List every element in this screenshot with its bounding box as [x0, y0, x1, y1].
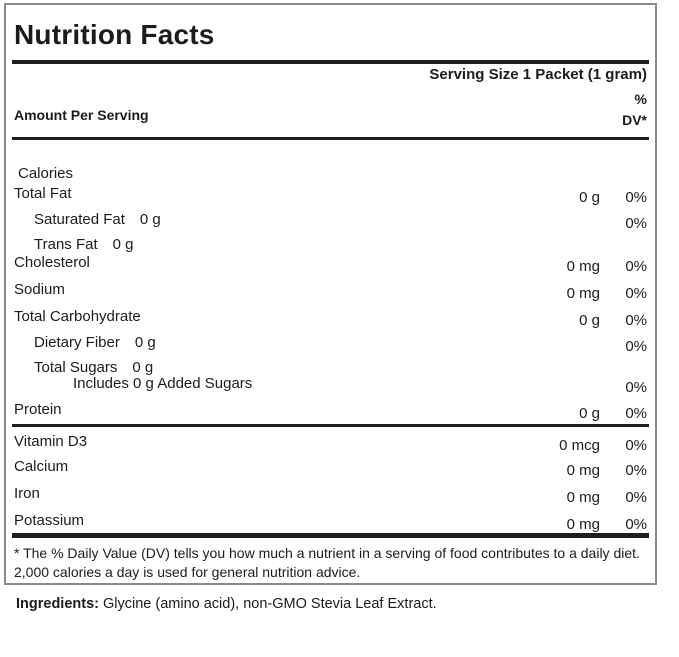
nutrient-row-calories: Calories [14, 165, 647, 185]
micronutrient-rule [12, 424, 649, 427]
nutrient-amount: 0 g [579, 312, 600, 329]
nutrient-row-calcium: Calcium 0 mg 0% [14, 458, 647, 485]
nutrient-name: Dietary Fiber 0 g [14, 334, 600, 351]
thick-rule-top [12, 60, 649, 64]
nutrient-dv: 0% [625, 516, 647, 533]
amount-per-serving-label: Amount Per Serving [14, 107, 149, 123]
header-rule [12, 137, 649, 140]
nutrient-amount: 0 g [579, 405, 600, 422]
column-header-row: Amount Per Serving % DV* [14, 85, 647, 137]
nutrient-name: Vitamin D3 [14, 433, 88, 450]
nutrient-row-saturated-fat: Saturated Fat 0 g 0% [14, 211, 647, 236]
nutrient-row-total-sugars: Total Sugars 0 g [14, 359, 647, 376]
nutrient-dv: 0% [625, 285, 647, 302]
percent-dv-header-line2: DV* [622, 112, 647, 128]
percent-dv-header-line1: % [634, 91, 647, 107]
nutrient-amount: 0 g [579, 189, 600, 206]
nutrient-dv: 0% [625, 489, 647, 506]
nutrient-dv: 0% [625, 258, 647, 275]
nutrient-amount: 0 mg [566, 516, 600, 533]
nutrient-row-added-sugars: Includes 0 g Added Sugars 0% [14, 375, 647, 401]
daily-value-footnote: * The % Daily Value (DV) tells you how m… [14, 545, 640, 580]
nutrient-name: Total Carbohydrate [14, 308, 141, 325]
nutrient-rows: Calories Total Fat 0 g 0% Saturated Fat 0… [14, 165, 647, 424]
nutrient-name: Cholesterol [14, 254, 90, 271]
nutrient-name: Calories [18, 165, 74, 182]
nutrient-dv: 0% [625, 312, 647, 329]
nutrient-dv: 0% [625, 379, 647, 396]
nutrient-row-potassium: Potassium 0 mg 0% [14, 512, 647, 533]
nutrient-amount: 0 mg [566, 462, 600, 479]
nutrient-inline-amount: 0 g [134, 334, 156, 351]
nutrition-facts-title: Nutrition Facts [14, 19, 215, 50]
percent-dv-header: % DV* [622, 89, 647, 131]
nutrient-dv: 0% [625, 462, 647, 479]
ingredients-text: Glycine (amino acid), non-GMO Stevia Lea… [98, 596, 437, 612]
nutrient-name-text: Total Sugars [34, 359, 118, 376]
nutrient-name: Calcium [14, 458, 69, 475]
nutrient-amount: 0 mg [566, 489, 600, 506]
nutrient-name-text: Saturated Fat [34, 211, 125, 228]
thick-rule-bottom [12, 533, 649, 538]
nutrient-row-total-fat: Total Fat 0 g 0% [14, 185, 647, 211]
nutrient-amount: 0 mg [566, 285, 600, 302]
nutrient-name: Total Fat [14, 185, 72, 202]
nutrient-row-vitamin-d3: Vitamin D3 0 mcg 0% [14, 433, 647, 458]
nutrient-name-text: Trans Fat [34, 236, 98, 253]
ingredients-label: Ingredients: [16, 596, 99, 612]
nutrient-inline-amount: 0 g [112, 236, 134, 253]
nutrient-dv: 0% [625, 189, 647, 206]
nutrient-name: Saturated Fat 0 g [14, 211, 600, 228]
serving-size: Serving Size 1 Packet (1 gram) [429, 66, 647, 83]
nutrient-name: Trans Fat 0 g [14, 236, 600, 253]
nutrient-inline-amount: 0 g [132, 359, 154, 376]
nutrient-dv: 0% [625, 215, 647, 232]
nutrient-name: Protein [14, 401, 62, 418]
nutrient-row-cholesterol: Cholesterol 0 mg 0% [14, 254, 647, 281]
nutrient-name-text: Dietary Fiber [34, 334, 120, 351]
nutrient-name: Sodium [14, 281, 65, 298]
nutrient-dv: 0% [625, 338, 647, 355]
nutrition-facts-panel: Nutrition Facts Serving Size 1 Packet (1… [4, 3, 657, 585]
nutrient-row-protein: Protein 0 g 0% [14, 401, 647, 424]
nutrient-row-trans-fat: Trans Fat 0 g [14, 236, 647, 254]
nutrient-name: Potassium [14, 512, 85, 529]
nutrient-amount: 0 mg [566, 258, 600, 275]
nutrient-dv: 0% [625, 405, 647, 422]
nutrient-dv: 0% [625, 437, 647, 454]
nutrient-row-sodium: Sodium 0 mg 0% [14, 281, 647, 308]
nutrient-name: Total Sugars 0 g [14, 359, 600, 376]
nutrient-row-total-carbohydrate: Total Carbohydrate 0 g 0% [14, 308, 647, 334]
nutrient-name: Iron [14, 485, 40, 502]
nutrient-inline-amount: 0 g [139, 211, 161, 228]
nutrient-row-iron: Iron 0 mg 0% [14, 485, 647, 512]
nutrient-row-dietary-fiber: Dietary Fiber 0 g 0% [14, 334, 647, 359]
ingredients-line: Ingredients: Glycine (amino acid), non-G… [16, 595, 437, 614]
micronutrient-rows: Vitamin D3 0 mcg 0% Calcium 0 mg 0% Iron… [14, 433, 647, 533]
nutrient-name: Includes 0 g Added Sugars [73, 375, 253, 392]
nutrient-amount: 0 mcg [559, 437, 600, 454]
